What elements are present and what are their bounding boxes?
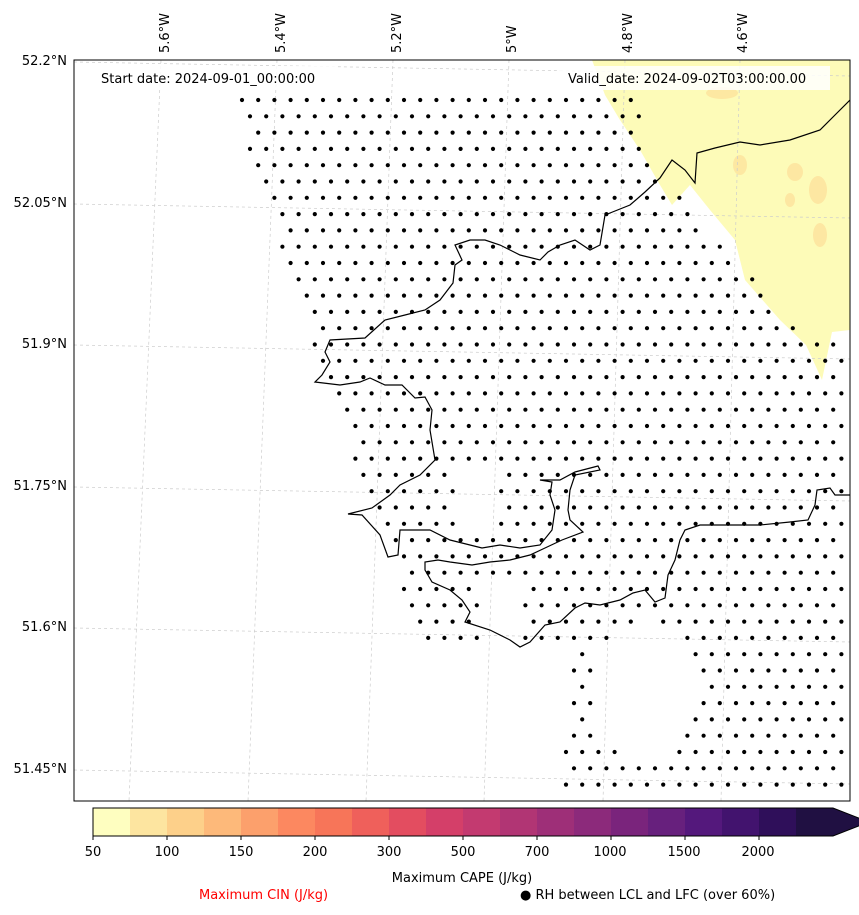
- colorbar-tick-200: 200: [302, 845, 328, 860]
- lat-label-51.45N: 51.45°N: [14, 762, 67, 777]
- colorbar-segment: [241, 808, 279, 836]
- colorbar-segment: [574, 808, 612, 836]
- start-date-label: Start date: 2024-09-01_00:00:00: [101, 72, 315, 87]
- colorbar-tick-100: 100: [154, 845, 180, 860]
- colorbar-tick-1500: 1500: [667, 845, 701, 860]
- lat-label-52.05N: 52.05°N: [14, 196, 67, 211]
- rh-legend-label: RH between LCL and LFC (over 60%): [535, 888, 776, 903]
- colorbar-title: Maximum CAPE (J/kg): [391, 871, 533, 886]
- colorbar-segment: [204, 808, 242, 836]
- colorbar-segment: [463, 808, 501, 836]
- colorbar-segment: [500, 808, 538, 836]
- lat-label-51.6N: 51.6°N: [22, 620, 67, 635]
- colorbar-segment: [389, 808, 427, 836]
- colorbar-segment: [315, 808, 353, 836]
- colorbar-tick-1000: 1000: [593, 845, 627, 860]
- lat-label-51.9N: 51.9°N: [22, 337, 67, 352]
- colorbar-segment: [130, 808, 168, 836]
- colorbar-segment: [278, 808, 316, 836]
- cin-legend-label: Maximum CIN (J/kg): [199, 888, 329, 903]
- graticule: [74, 60, 850, 801]
- colorbar-tick-700: 700: [524, 845, 550, 860]
- colorbar-tick-500: 500: [450, 845, 476, 860]
- colorbar-segment: [426, 808, 464, 836]
- lat-label-51.75N: 51.75°N: [14, 479, 67, 494]
- rh-legend: ● RH between LCL and LFC (over 60%): [520, 888, 775, 903]
- colorbar-segment: [352, 808, 390, 836]
- lon-label-5W: 5°W: [505, 25, 520, 53]
- colorbar-segment: [93, 808, 131, 836]
- map-frame: [73, 59, 851, 802]
- lat-label-52.2N: 52.2°N: [22, 54, 67, 69]
- rh-legend-dot-icon: ●: [520, 888, 532, 903]
- colorbar-segment: [167, 808, 205, 836]
- valid-date-label: Valid_date: 2024-09-02T03:00:00.00: [568, 72, 806, 87]
- colorbar-segment: [537, 808, 575, 836]
- lon-label-5.2W: 5.2°W: [390, 13, 405, 53]
- colorbar-segment: [611, 808, 649, 836]
- lon-label-5.4W: 5.4°W: [274, 13, 289, 53]
- colorbar-segment: [796, 808, 834, 836]
- colorbar: [92, 807, 859, 840]
- lon-label-4.6W: 4.6°W: [736, 13, 751, 53]
- colorbar-segment: [722, 808, 760, 836]
- colorbar-extend-arrow: [833, 808, 859, 836]
- colorbar-tick-300: 300: [376, 845, 402, 860]
- colorbar-segment: [648, 808, 686, 836]
- lon-label-4.8W: 4.8°W: [621, 13, 636, 53]
- cape-shading-area: [592, 60, 850, 380]
- colorbar-tick-150: 150: [228, 845, 254, 860]
- colorbar-tick-50: 50: [84, 845, 102, 860]
- colorbar-tick-2000: 2000: [741, 845, 775, 860]
- rh-dots: [239, 97, 844, 787]
- lon-label-5.6W: 5.6°W: [158, 13, 173, 53]
- colorbar-segment: [759, 808, 797, 836]
- colorbar-segment: [685, 808, 723, 836]
- colorbar-outline: [92, 807, 859, 837]
- coastline-main: [313, 99, 850, 648]
